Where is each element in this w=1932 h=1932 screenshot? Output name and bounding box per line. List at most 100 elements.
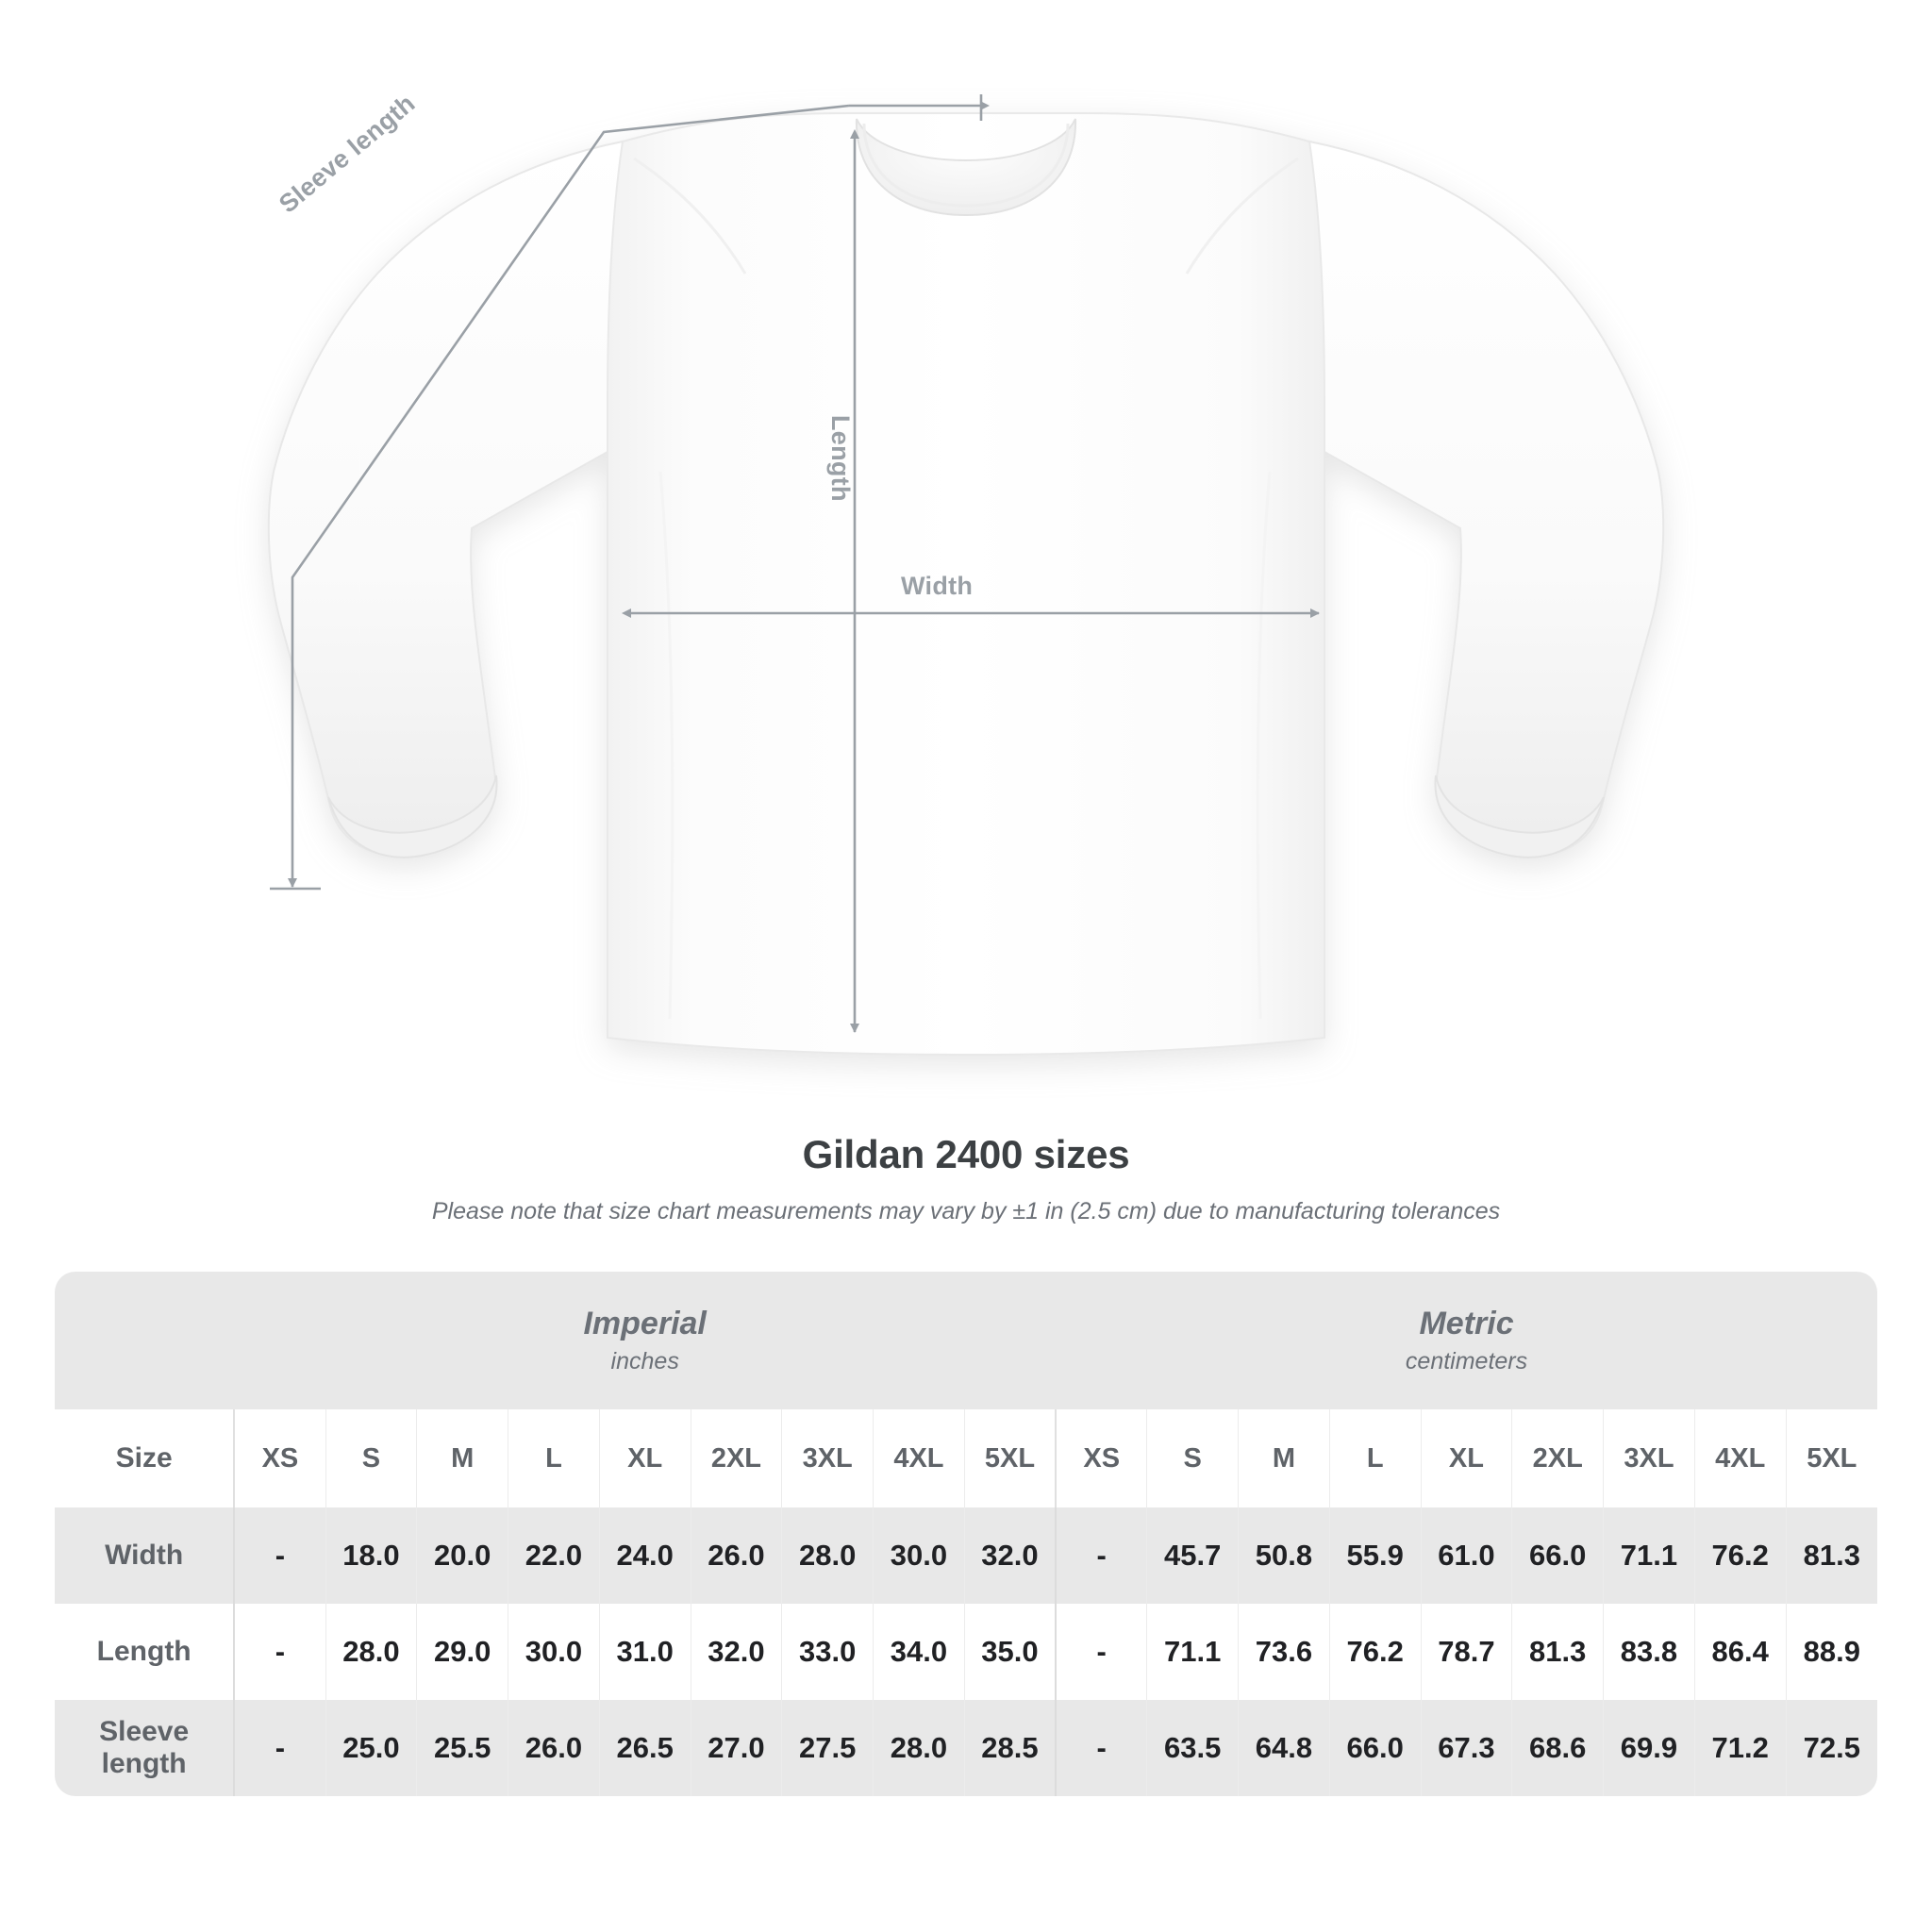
cell-length-imperial-xs: - [233, 1604, 326, 1700]
size-header-metric-xs: XS [1055, 1409, 1147, 1507]
row-label-width: Width [55, 1507, 235, 1604]
tolerance-note: Please note that size chart measurements… [431, 1198, 1501, 1224]
cell-length-metric-xl: 78.7 [1420, 1604, 1512, 1700]
cell-length-metric-m: 73.6 [1238, 1604, 1330, 1700]
cell-width-imperial-m: 20.0 [416, 1507, 508, 1604]
size-header-metric-l: L [1328, 1409, 1422, 1507]
cell-sleeve-metric-s: 63.5 [1146, 1700, 1239, 1796]
cell-width-imperial-l: 22.0 [508, 1507, 600, 1604]
size-header-imperial-2xl: 2XL [690, 1409, 782, 1507]
unit-group-imperial-sub: inches [610, 1348, 679, 1375]
cell-sleeve-imperial-m: 25.5 [416, 1700, 508, 1796]
cell-width-imperial-xl: 24.0 [598, 1507, 691, 1604]
size-header-label: Size [55, 1409, 235, 1507]
size-header-row: Size XS S M L XL 2XL 3XL 4XL 5XL XS S M … [55, 1409, 1877, 1507]
size-header-imperial-s: S [325, 1409, 417, 1507]
cell-length-metric-2xl: 81.3 [1511, 1604, 1604, 1700]
size-header-metric-5xl: 5XL [1785, 1409, 1877, 1507]
cell-length-imperial-2xl: 32.0 [690, 1604, 782, 1700]
row-label-length: Length [55, 1604, 235, 1700]
cell-length-imperial-m: 29.0 [416, 1604, 508, 1700]
size-header-metric-4xl: 4XL [1693, 1409, 1787, 1507]
cell-length-metric-3xl: 83.8 [1603, 1604, 1695, 1700]
cell-sleeve-imperial-3xl: 27.5 [781, 1700, 874, 1796]
cell-sleeve-metric-5xl: 72.5 [1785, 1700, 1877, 1796]
cell-sleeve-imperial-xl: 26.5 [598, 1700, 691, 1796]
garment-diagram: Sleeve length Length Width [267, 89, 1665, 1057]
cell-sleeve-imperial-l: 26.0 [508, 1700, 600, 1796]
size-header-imperial-4xl: 4XL [873, 1409, 965, 1507]
unit-group-imperial: Imperial inches [234, 1272, 1057, 1409]
unit-group-metric: Metric centimeters [1056, 1272, 1877, 1409]
length-annotation: Length [826, 415, 855, 502]
cell-width-metric-m: 50.8 [1238, 1507, 1330, 1604]
cell-width-metric-s: 45.7 [1146, 1507, 1239, 1604]
size-header-imperial-xl: XL [598, 1409, 691, 1507]
cell-sleeve-imperial-4xl: 28.0 [873, 1700, 965, 1796]
cell-sleeve-metric-2xl: 68.6 [1511, 1700, 1604, 1796]
cell-length-metric-5xl: 88.9 [1785, 1604, 1877, 1700]
cell-sleeve-metric-m: 64.8 [1238, 1700, 1330, 1796]
page-title: Gildan 2400 sizes [802, 1132, 1130, 1176]
unit-group-imperial-name: Imperial [583, 1305, 707, 1341]
size-table: Imperial inches Metric centimeters Size … [55, 1272, 1877, 1796]
cell-width-imperial-5xl: 32.0 [963, 1507, 1057, 1604]
cell-sleeve-imperial-2xl: 27.0 [690, 1700, 782, 1796]
unit-group-metric-sub: centimeters [1405, 1348, 1528, 1375]
table-row-sleeve-length: Sleeve length - 25.0 25.5 26.0 26.5 27.0… [55, 1700, 1877, 1796]
size-header-metric-s: S [1146, 1409, 1239, 1507]
size-header-imperial-5xl: 5XL [963, 1409, 1057, 1507]
size-header-imperial-3xl: 3XL [781, 1409, 874, 1507]
unit-spacer-cell [55, 1272, 235, 1409]
cell-width-imperial-4xl: 30.0 [873, 1507, 965, 1604]
size-header-imperial-xs: XS [233, 1409, 326, 1507]
cell-length-imperial-l: 30.0 [508, 1604, 600, 1700]
cell-width-metric-2xl: 66.0 [1511, 1507, 1604, 1604]
cell-length-imperial-xl: 31.0 [598, 1604, 691, 1700]
size-header-metric-xl: XL [1420, 1409, 1512, 1507]
cell-length-metric-4xl: 86.4 [1693, 1604, 1787, 1700]
cell-width-imperial-xs: - [233, 1507, 326, 1604]
size-header-metric-3xl: 3XL [1603, 1409, 1695, 1507]
cell-length-metric-s: 71.1 [1146, 1604, 1239, 1700]
garment-illustration [267, 94, 1665, 1057]
cell-length-imperial-4xl: 34.0 [873, 1604, 965, 1700]
table-row-width: Width - 18.0 20.0 22.0 24.0 26.0 28.0 30… [55, 1507, 1877, 1604]
cell-length-imperial-5xl: 35.0 [963, 1604, 1057, 1700]
shirt-shape [267, 112, 1665, 1057]
cell-width-metric-xl: 61.0 [1420, 1507, 1512, 1604]
cell-sleeve-metric-4xl: 71.2 [1693, 1700, 1787, 1796]
cell-sleeve-imperial-s: 25.0 [325, 1700, 417, 1796]
cell-sleeve-metric-xs: - [1055, 1700, 1147, 1796]
cell-sleeve-imperial-5xl: 28.5 [963, 1700, 1057, 1796]
row-label-sleeve-length: Sleeve length [55, 1700, 235, 1796]
size-header-metric-m: M [1238, 1409, 1330, 1507]
sleeve-length-measure-line [270, 94, 990, 891]
cell-width-imperial-s: 18.0 [325, 1507, 417, 1604]
cell-width-metric-l: 55.9 [1328, 1507, 1422, 1604]
cell-sleeve-metric-l: 66.0 [1328, 1700, 1422, 1796]
cell-width-metric-3xl: 71.1 [1603, 1507, 1695, 1604]
unit-group-row: Imperial inches Metric centimeters [55, 1272, 1877, 1409]
cell-length-imperial-s: 28.0 [325, 1604, 417, 1700]
size-header-metric-2xl: 2XL [1511, 1409, 1604, 1507]
cell-sleeve-metric-3xl: 69.9 [1603, 1700, 1695, 1796]
cell-length-metric-l: 76.2 [1328, 1604, 1422, 1700]
cell-width-imperial-3xl: 28.0 [781, 1507, 874, 1604]
cell-width-imperial-2xl: 26.0 [690, 1507, 782, 1604]
size-table-container: Imperial inches Metric centimeters Size … [55, 1272, 1877, 1796]
size-header-imperial-l: L [508, 1409, 600, 1507]
title-block: Gildan 2400 sizes Please note that size … [0, 1132, 1932, 1225]
size-header-imperial-m: M [416, 1409, 508, 1507]
cell-width-metric-4xl: 76.2 [1693, 1507, 1787, 1604]
cell-length-imperial-3xl: 33.0 [781, 1604, 874, 1700]
unit-group-metric-name: Metric [1419, 1305, 1514, 1341]
cell-width-metric-5xl: 81.3 [1785, 1507, 1877, 1604]
table-row-length: Length - 28.0 29.0 30.0 31.0 32.0 33.0 3… [55, 1604, 1877, 1700]
cell-sleeve-metric-xl: 67.3 [1420, 1700, 1512, 1796]
cell-sleeve-imperial-xs: - [233, 1700, 326, 1796]
cell-width-metric-xs: - [1055, 1507, 1147, 1604]
width-annotation: Width [901, 572, 974, 600]
cell-length-metric-xs: - [1055, 1604, 1147, 1700]
